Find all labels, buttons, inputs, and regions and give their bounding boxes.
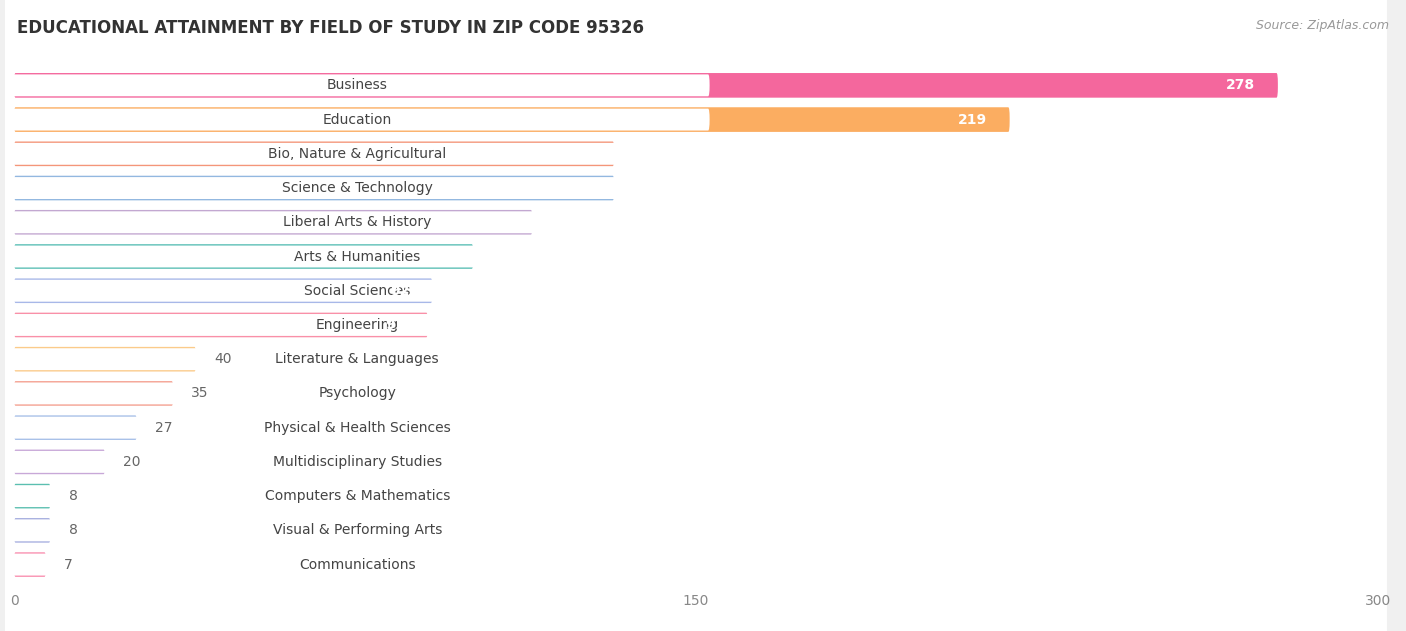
FancyBboxPatch shape xyxy=(14,141,614,166)
FancyBboxPatch shape xyxy=(6,310,1386,545)
Text: Computers & Mathematics: Computers & Mathematics xyxy=(264,489,450,503)
FancyBboxPatch shape xyxy=(6,519,710,541)
FancyBboxPatch shape xyxy=(6,276,1386,510)
FancyBboxPatch shape xyxy=(14,518,51,543)
Text: Social Sciences: Social Sciences xyxy=(304,284,411,298)
FancyBboxPatch shape xyxy=(6,553,710,575)
FancyBboxPatch shape xyxy=(6,245,710,268)
FancyBboxPatch shape xyxy=(6,174,1386,408)
FancyBboxPatch shape xyxy=(14,484,51,509)
Text: Communications: Communications xyxy=(299,558,416,572)
FancyBboxPatch shape xyxy=(6,177,710,199)
Text: Visual & Performing Arts: Visual & Performing Arts xyxy=(273,523,441,538)
Text: 101: 101 xyxy=(422,249,450,264)
Text: EDUCATIONAL ATTAINMENT BY FIELD OF STUDY IN ZIP CODE 95326: EDUCATIONAL ATTAINMENT BY FIELD OF STUDY… xyxy=(17,19,644,37)
Text: 132: 132 xyxy=(562,181,592,195)
FancyBboxPatch shape xyxy=(6,105,1386,339)
Text: 7: 7 xyxy=(65,558,73,572)
Text: Source: ZipAtlas.com: Source: ZipAtlas.com xyxy=(1256,19,1389,32)
FancyBboxPatch shape xyxy=(6,208,1386,442)
FancyBboxPatch shape xyxy=(6,242,1386,476)
FancyBboxPatch shape xyxy=(6,382,710,404)
FancyBboxPatch shape xyxy=(6,345,1386,579)
Text: Arts & Humanities: Arts & Humanities xyxy=(294,249,420,264)
Text: 8: 8 xyxy=(69,523,77,538)
Text: 92: 92 xyxy=(391,284,409,298)
FancyBboxPatch shape xyxy=(6,280,710,302)
Text: Liberal Arts & History: Liberal Arts & History xyxy=(283,215,432,229)
FancyBboxPatch shape xyxy=(14,175,614,201)
FancyBboxPatch shape xyxy=(14,552,46,577)
Text: Psychology: Psychology xyxy=(318,386,396,401)
Text: Bio, Nature & Agricultural: Bio, Nature & Agricultural xyxy=(269,147,447,161)
Text: 132: 132 xyxy=(562,147,592,161)
Text: 278: 278 xyxy=(1226,78,1256,92)
FancyBboxPatch shape xyxy=(14,210,533,235)
FancyBboxPatch shape xyxy=(6,211,710,233)
Text: Education: Education xyxy=(322,112,392,127)
Text: 20: 20 xyxy=(124,455,141,469)
Text: 219: 219 xyxy=(957,112,987,127)
Text: Multidisciplinary Studies: Multidisciplinary Studies xyxy=(273,455,441,469)
Text: 91: 91 xyxy=(385,318,405,332)
FancyBboxPatch shape xyxy=(14,244,474,269)
Text: Literature & Languages: Literature & Languages xyxy=(276,352,439,366)
FancyBboxPatch shape xyxy=(6,485,710,507)
Text: Science & Technology: Science & Technology xyxy=(281,181,433,195)
FancyBboxPatch shape xyxy=(14,449,105,475)
FancyBboxPatch shape xyxy=(14,107,1010,132)
FancyBboxPatch shape xyxy=(6,379,1386,613)
FancyBboxPatch shape xyxy=(6,0,1386,203)
FancyBboxPatch shape xyxy=(6,109,710,131)
FancyBboxPatch shape xyxy=(6,348,710,370)
FancyBboxPatch shape xyxy=(6,314,710,336)
FancyBboxPatch shape xyxy=(6,74,710,97)
Text: 8: 8 xyxy=(69,489,77,503)
FancyBboxPatch shape xyxy=(6,37,1386,271)
FancyBboxPatch shape xyxy=(6,413,1386,631)
FancyBboxPatch shape xyxy=(6,416,710,439)
Text: 27: 27 xyxy=(155,421,173,435)
FancyBboxPatch shape xyxy=(14,347,195,372)
Text: 114: 114 xyxy=(481,215,509,229)
Text: Physical & Health Sciences: Physical & Health Sciences xyxy=(264,421,451,435)
FancyBboxPatch shape xyxy=(14,415,136,440)
FancyBboxPatch shape xyxy=(6,451,710,473)
FancyBboxPatch shape xyxy=(6,3,1386,237)
FancyBboxPatch shape xyxy=(6,143,710,165)
FancyBboxPatch shape xyxy=(14,312,427,338)
Text: 40: 40 xyxy=(214,352,232,366)
Text: Engineering: Engineering xyxy=(316,318,399,332)
FancyBboxPatch shape xyxy=(14,73,1278,98)
FancyBboxPatch shape xyxy=(14,278,432,303)
Text: 35: 35 xyxy=(191,386,209,401)
Text: Business: Business xyxy=(326,78,388,92)
FancyBboxPatch shape xyxy=(6,139,1386,374)
FancyBboxPatch shape xyxy=(14,381,173,406)
FancyBboxPatch shape xyxy=(6,447,1386,631)
FancyBboxPatch shape xyxy=(6,71,1386,305)
